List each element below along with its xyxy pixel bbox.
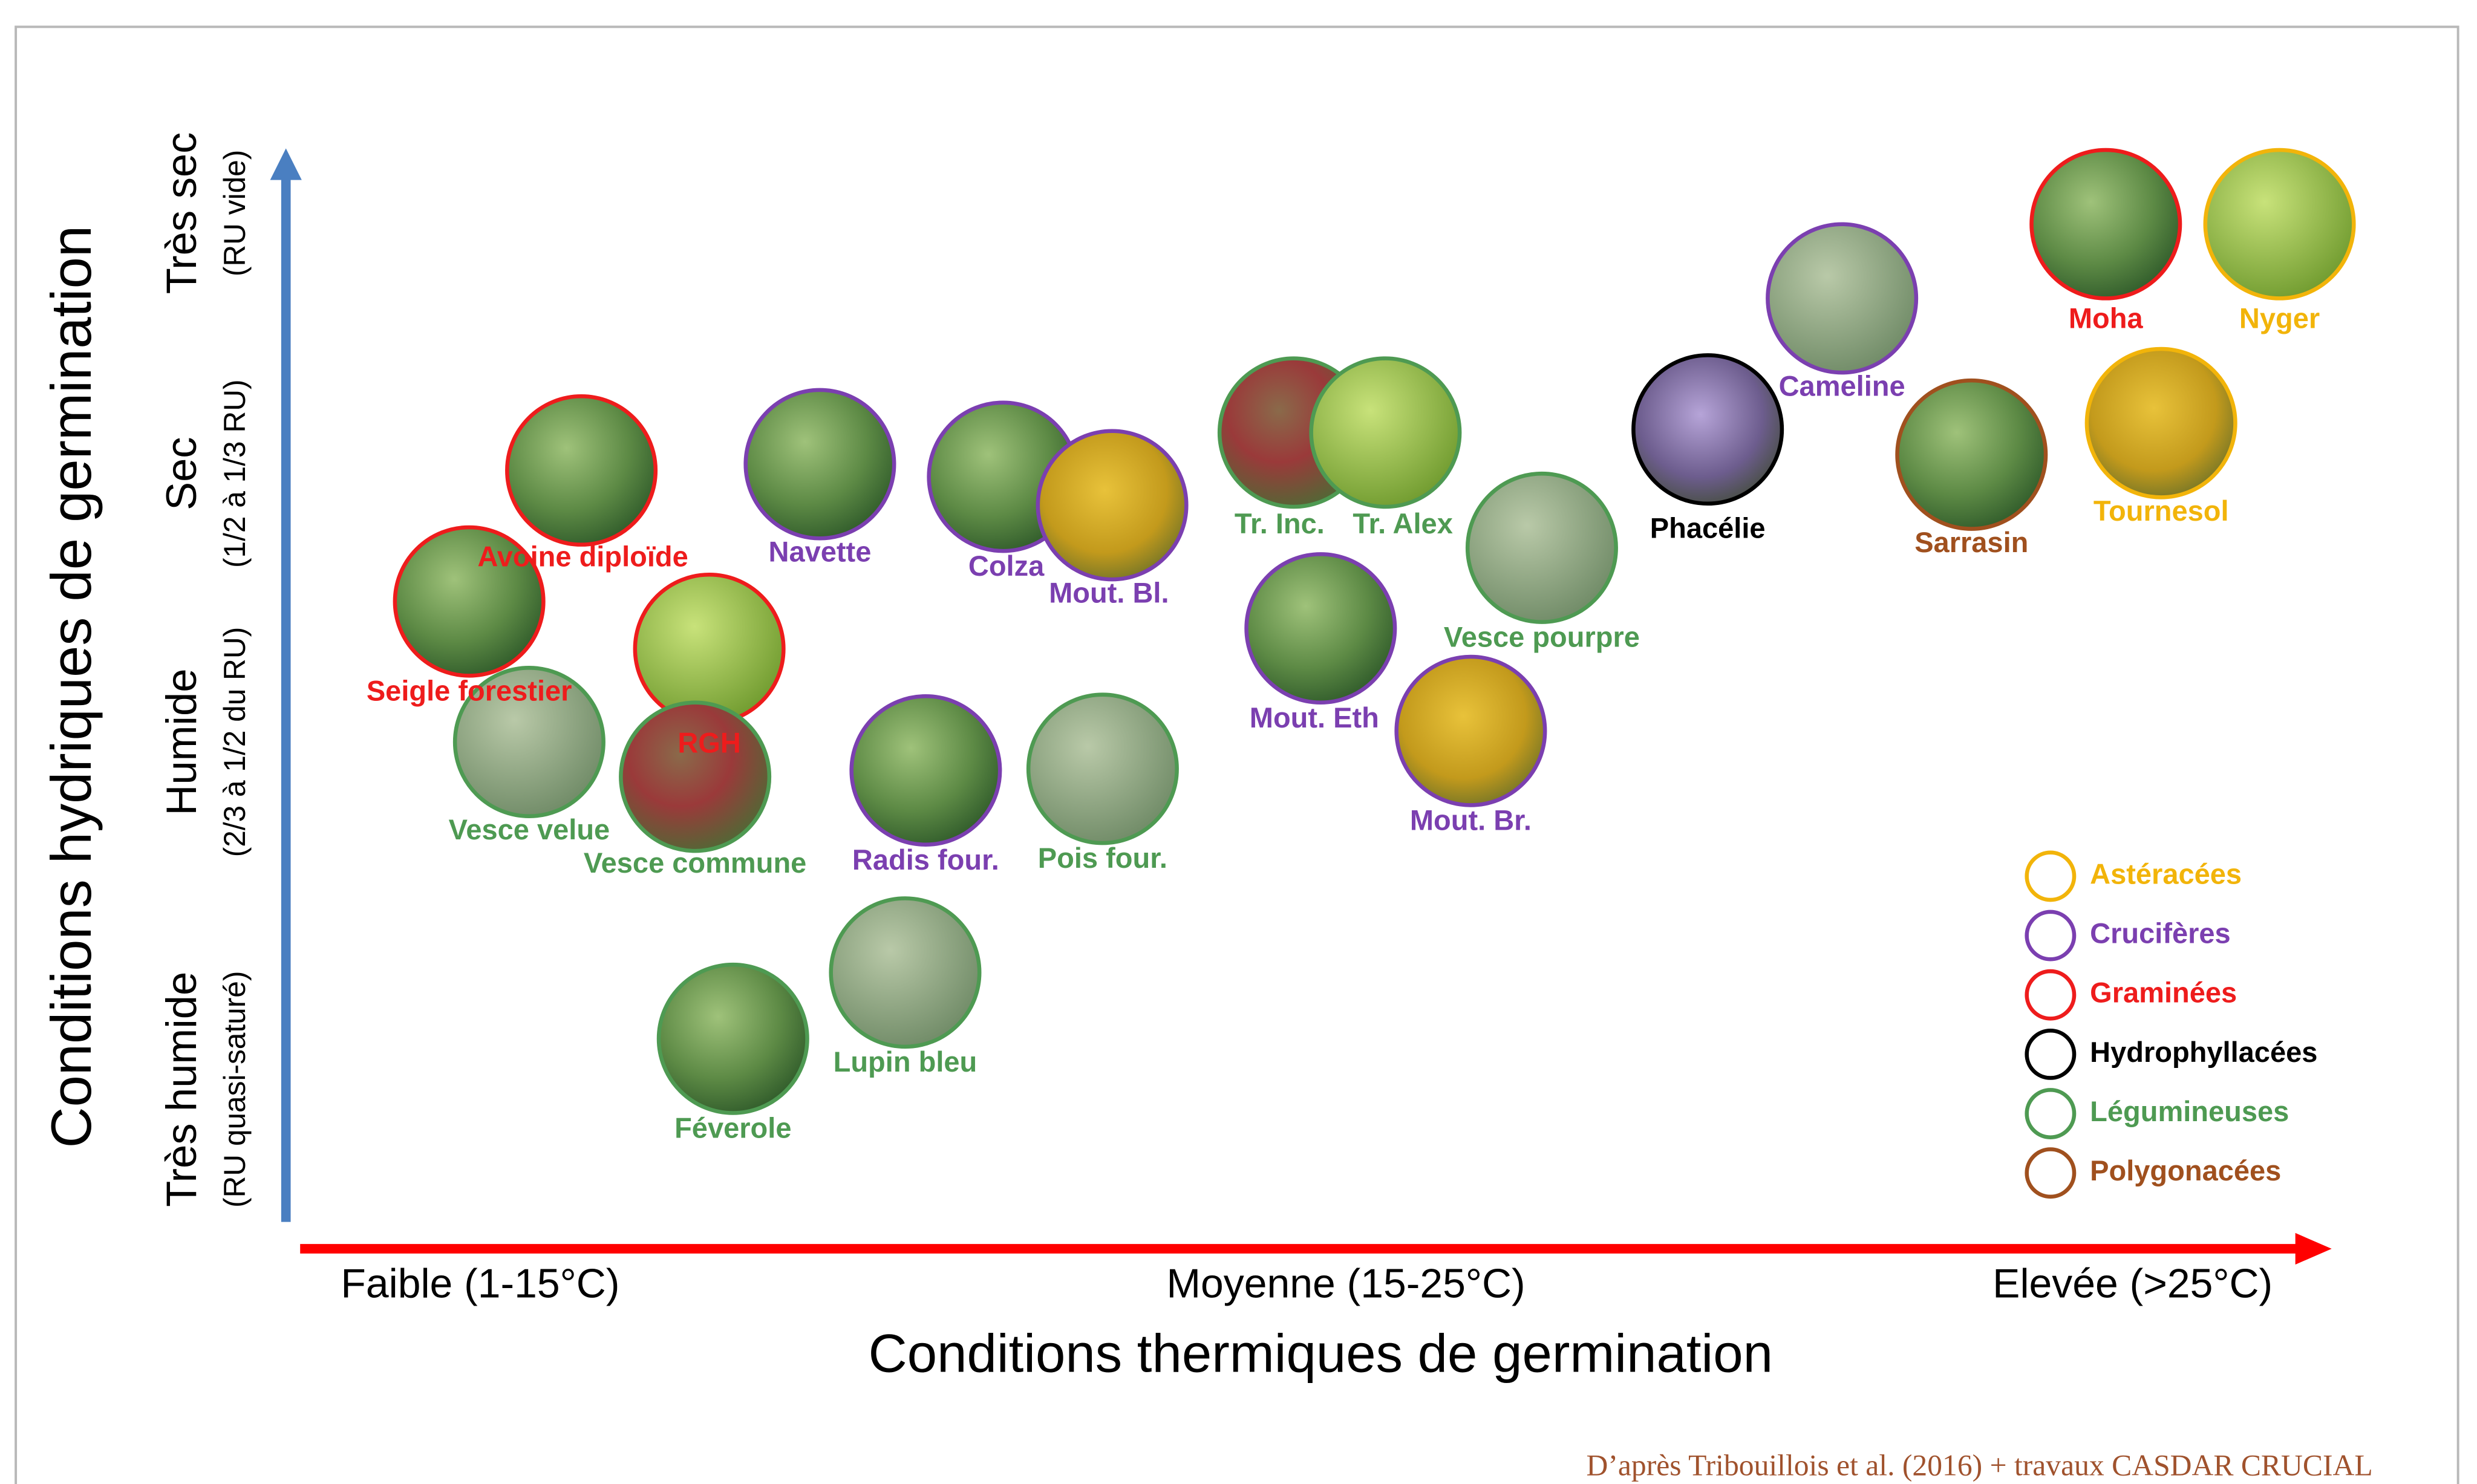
plant-label: Colza [968,550,1045,582]
x-level-label: Faible (1-15°C) [341,1261,619,1307]
plant-label: RGH [677,727,740,759]
legend-label: Légumineuses [2090,1095,2289,1127]
plant-photo [507,396,655,544]
plant-label: Tr. Alex [1353,507,1452,539]
plant-label: Tr. Inc. [1235,507,1325,539]
plant-photo [2032,150,2180,298]
plant-photo [635,574,783,723]
y-level-sub: (RU quasi-saturé) [218,971,252,1208]
plant-photo [1397,657,1545,805]
plant-label: Sarrasin [1914,526,2028,558]
plant-label: Nyger [2239,302,2320,334]
plant-photo [1311,359,1460,507]
y-level-label: Sec [157,437,205,510]
y-level-sub: (1/2 à 1/3 RU) [218,379,252,568]
plant-label: Vesce velue [449,813,610,845]
plant-photo [2087,349,2235,497]
legend-label: Polygonacées [2090,1154,2281,1186]
diagram: Conditions hydriques de germination Cond… [0,0,2477,1484]
plant-photo [1467,474,1616,622]
legend-label: Graminées [2090,977,2237,1009]
legend-label: Astéracées [2090,858,2242,890]
plant-photo [1038,431,1186,579]
plant-label: Radis four. [852,844,999,876]
plant-label: Mout. Eth [1250,701,1379,734]
y-level-label: Humide [157,669,205,816]
plant-photo [746,390,894,538]
plant-photo [852,696,1000,844]
plant-label: Navette [769,536,872,568]
source-note: D’après Tribouillois et al. (2016) + tra… [1587,1448,2373,1482]
plant-photo [1767,224,1916,373]
plant-label: Vesce commune [584,847,806,879]
x-level-label: Elevée (>25°C) [1992,1261,2273,1307]
plant-label: Pois four. [1038,842,1167,874]
plant-label: Seigle forestier [367,674,572,706]
plant-label: Mout. Bl. [1049,577,1169,609]
plant-label: Mout. Br. [1410,804,1532,836]
x-level-label: Moyenne (15-25°C) [1167,1261,1526,1307]
plant-label: Tournesol [2094,495,2229,527]
y-level-sub: (RU vide) [218,150,252,276]
legend-label: Crucifères [2090,917,2231,949]
plant-photo [659,965,807,1113]
legend-label: Hydrophyllacées [2090,1036,2317,1068]
page: { "y_axis": { "title": "Conditions hydri… [0,0,2477,1484]
plant-photo [621,703,769,851]
plant-label: Cameline [1779,370,1905,402]
y-axis-title: Conditions hydriques de germination [39,226,103,1148]
y-level-label: Très sec [157,132,205,295]
plant-label: Féverole [674,1112,791,1144]
y-level-label: Très humide [157,972,205,1207]
plant-label: Phacélie [1650,512,1766,544]
plant-label: Lupin bleu [834,1046,977,1078]
y-level-sub: (2/3 à 1/2 du RU) [218,627,252,857]
x-axis-title: Conditions thermiques de germination [869,1324,1773,1384]
plant-photo [1633,355,1781,503]
plant-label: Moha [2069,302,2144,334]
plant-label: Avoine diploïde [478,541,688,573]
plant-photo [2205,150,2354,298]
plant-photo [1247,554,1395,702]
plant-label: Vesce pourpre [1444,621,1640,653]
plant-photo [1898,380,2046,529]
plant-photo [831,898,979,1046]
plant-photo [1028,695,1176,843]
